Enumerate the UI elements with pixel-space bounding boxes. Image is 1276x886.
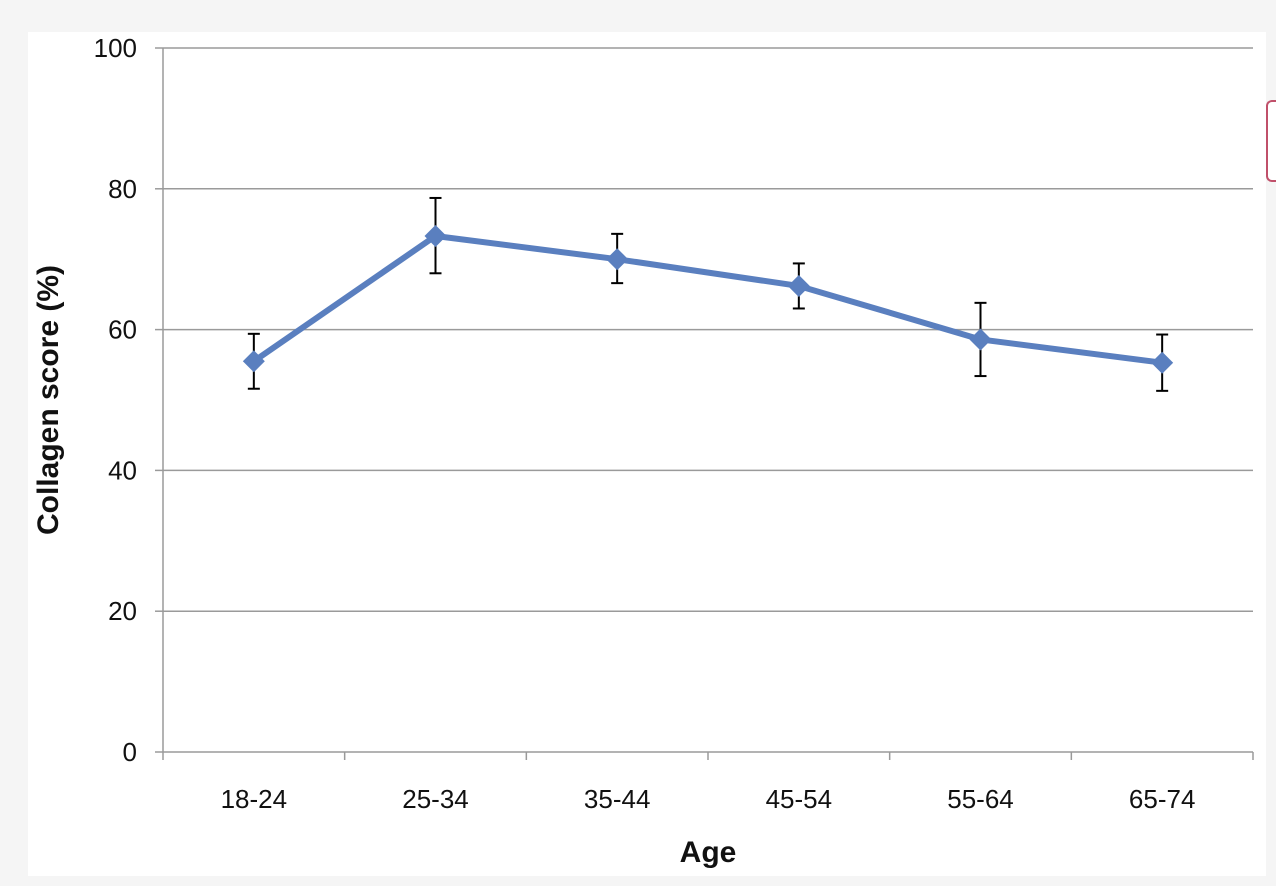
x-tick-label: 55-64	[947, 784, 1014, 814]
x-axis-title: Age	[680, 836, 737, 869]
series-line	[250, 232, 1166, 366]
x-tick-label: 35-44	[584, 784, 651, 814]
gridlines	[163, 47, 1253, 612]
y-tick-label: 60	[108, 315, 137, 345]
data-markers	[242, 224, 1174, 374]
error-bars	[247, 196, 1169, 392]
x-tick-labels: 18-24 25-34 35-44 45-54 55-64 65-74	[221, 784, 1196, 814]
y-axis-title: Collagen score (%)	[32, 265, 65, 535]
y-tick-label: 100	[94, 33, 137, 63]
data-point	[606, 248, 629, 271]
data-point	[1151, 351, 1174, 374]
y-tick-labels: 0 20 40 60 80 100	[94, 33, 137, 767]
y-tick-label: 40	[108, 455, 137, 485]
axes	[155, 47, 1254, 760]
x-tick-label: 25-34	[402, 784, 469, 814]
x-tick-label: 45-54	[766, 784, 833, 814]
series-line-layer	[250, 232, 1166, 366]
data-point	[242, 350, 265, 373]
data-point	[424, 224, 447, 247]
chart-card	[28, 32, 1266, 876]
y-tick-label: 80	[108, 174, 137, 204]
x-tick-label: 18-24	[221, 784, 288, 814]
y-tick-label: 0	[123, 737, 137, 767]
side-tab[interactable]	[1266, 100, 1276, 182]
data-point	[969, 328, 992, 351]
y-tick-label: 20	[108, 596, 137, 626]
x-tick-label: 65-74	[1129, 784, 1196, 814]
data-point	[787, 274, 810, 297]
